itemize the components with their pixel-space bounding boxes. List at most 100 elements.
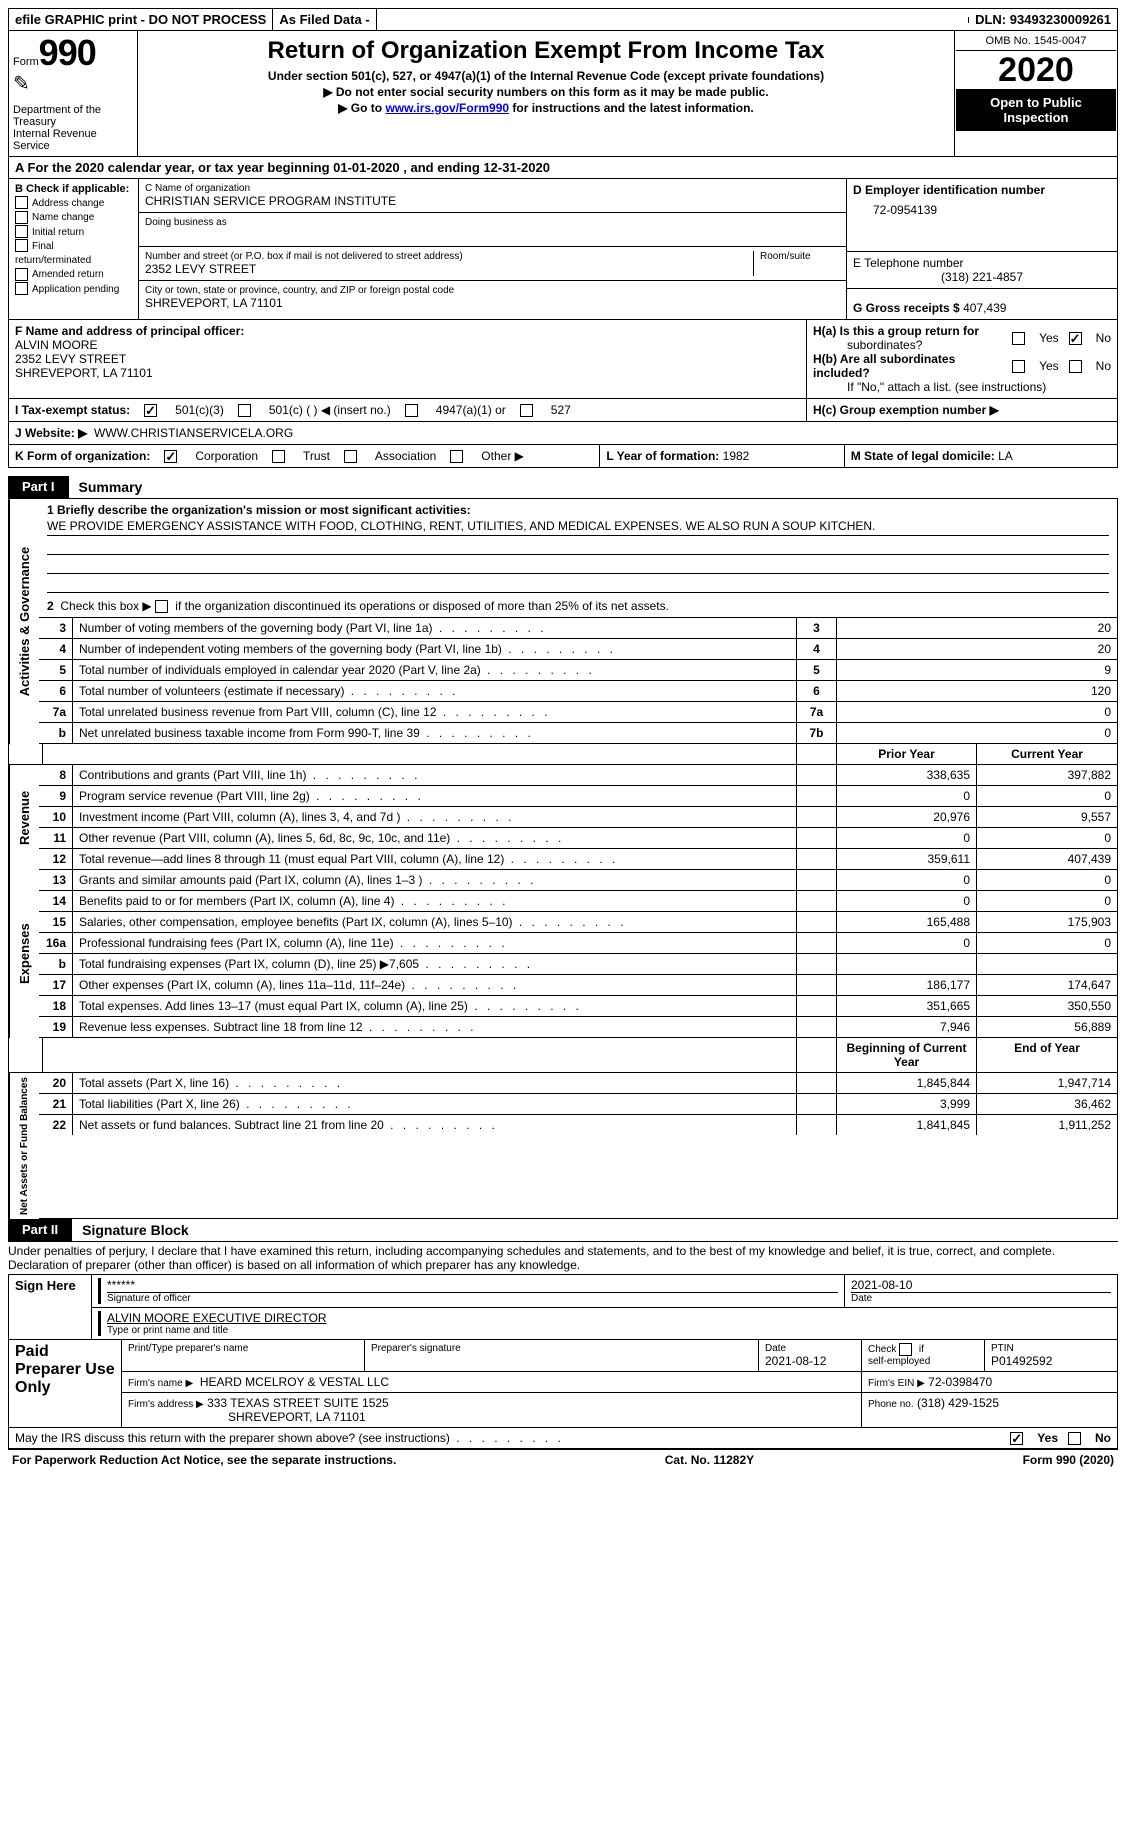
chk-hb-yes[interactable] — [1012, 360, 1025, 373]
line-curr: 407,439 — [977, 849, 1117, 869]
section-j: J Website: ▶ WWW.CHRISTIANSERVICELA.ORG — [9, 422, 1117, 444]
sig-date: 2021-08-10 — [851, 1278, 1111, 1292]
chk-discuss-yes[interactable] — [1010, 1432, 1023, 1445]
part-ii-label: Part II — [8, 1219, 72, 1241]
fh-block: F Name and address of principal officer:… — [8, 320, 1118, 445]
line-curr: 397,882 — [977, 765, 1117, 785]
lbl-initial: Initial return — [32, 227, 84, 238]
header-left: Form990 ✎ Department of the Treasury Int… — [9, 31, 138, 157]
sub3-pre: ▶ Go to — [338, 101, 385, 115]
m-label: M State of legal domicile: — [851, 449, 995, 463]
chk-discontinued[interactable] — [155, 600, 168, 613]
state-domicile: LA — [998, 449, 1013, 463]
line-text: Total number of volunteers (estimate if … — [73, 681, 797, 701]
ptin: P01492592 — [991, 1354, 1111, 1368]
line-num: 5 — [39, 660, 73, 680]
form-990: 990 — [39, 32, 96, 73]
section-a: A For the 2020 calendar year, or tax yea… — [8, 157, 1118, 179]
part-i-title: Summary — [69, 476, 153, 498]
c-street-label: Number and street (or P.O. box if mail i… — [145, 251, 753, 262]
chk-501c3[interactable] — [144, 404, 157, 417]
firm-ein: 72-0398470 — [928, 1375, 992, 1389]
lines-3-7: 3 Number of voting members of the govern… — [39, 618, 1118, 744]
line-code: 4 — [797, 639, 837, 659]
line-text: Total fundraising expenses (Part IX, col… — [73, 954, 797, 974]
firm-ein-label: Firm's EIN ▶ — [868, 1378, 925, 1389]
discuss-no: No — [1095, 1431, 1111, 1445]
line-val: 0 — [837, 723, 1117, 743]
line-code: 7b — [797, 723, 837, 743]
line-curr: 1,947,714 — [977, 1073, 1117, 1093]
expenses-sidelabel: Expenses — [9, 870, 39, 1038]
line-text: Grants and similar amounts paid (Part IX… — [73, 870, 797, 890]
netassets-lines: 20 Total assets (Part X, line 16) 1,845,… — [39, 1073, 1118, 1219]
chk-527[interactable] — [520, 404, 533, 417]
chk-hb-no[interactable] — [1069, 360, 1082, 373]
line-spacer — [797, 1094, 837, 1114]
chk-assoc[interactable] — [344, 450, 357, 463]
i-label: I Tax-exempt status: — [15, 403, 130, 417]
line-num: 14 — [39, 891, 73, 911]
chk-address-change[interactable] — [15, 196, 28, 209]
hdr-end: End of Year — [977, 1038, 1117, 1072]
sect-a-pre: A For the 2020 calendar year, or tax yea… — [15, 160, 333, 175]
sub3-post: for instructions and the latest informat… — [509, 101, 754, 115]
expenses-block: Expenses 13 Grants and similar amounts p… — [8, 870, 1118, 1038]
line-prior: 3,999 — [837, 1094, 977, 1114]
line-prior: 7,946 — [837, 1017, 977, 1037]
line-num: b — [39, 954, 73, 974]
line-spacer — [797, 1115, 837, 1135]
chk-amended[interactable] — [15, 268, 28, 281]
chk-self-employed[interactable] — [899, 1343, 912, 1356]
chk-501c[interactable] — [238, 404, 251, 417]
footer-mid: Cat. No. 11282Y — [665, 1453, 754, 1467]
chk-other[interactable] — [450, 450, 463, 463]
line-curr: 0 — [977, 786, 1117, 806]
chk-ha-no[interactable] — [1069, 332, 1082, 345]
chk-final[interactable] — [15, 239, 28, 252]
chk-pending[interactable] — [15, 282, 28, 295]
f-label: F Name and address of principal officer: — [15, 324, 800, 338]
lbl-amended: Amended return — [32, 269, 104, 280]
chk-corp[interactable] — [164, 450, 177, 463]
as-filed-label: As Filed Data - — [273, 9, 376, 30]
begin-end-header: Beginning of Current Year End of Year — [8, 1038, 1118, 1073]
ha-yes: Yes — [1039, 331, 1059, 345]
part-i: Part I Summary — [8, 476, 1118, 499]
form-title: Return of Organization Exempt From Incom… — [150, 37, 942, 65]
chk-trust[interactable] — [272, 450, 285, 463]
chk-ha-yes[interactable] — [1012, 332, 1025, 345]
sig-officer-label: Signature of officer — [107, 1292, 838, 1304]
line-num: 21 — [39, 1094, 73, 1114]
line-val: 0 — [837, 702, 1117, 722]
chk-4947[interactable] — [405, 404, 418, 417]
c-dba-label: Doing business as — [145, 217, 840, 228]
line-code: 5 — [797, 660, 837, 680]
line-num: 7a — [39, 702, 73, 722]
f-street: 2352 LEVY STREET — [15, 352, 800, 366]
line-text: Benefits paid to or for members (Part IX… — [73, 891, 797, 911]
part-i-label: Part I — [8, 476, 69, 498]
chk-initial[interactable] — [15, 225, 28, 238]
c-city-label: City or town, state or province, country… — [145, 285, 840, 296]
line-num: 13 — [39, 870, 73, 890]
irs-link[interactable]: www.irs.gov/Form990 — [385, 101, 509, 115]
b-header: B Check if applicable: — [15, 183, 132, 195]
omb-number: OMB No. 1545-0047 — [956, 32, 1116, 51]
dept-line2: Treasury — [13, 116, 133, 128]
chk-name-change[interactable] — [15, 211, 28, 224]
section-f: F Name and address of principal officer:… — [9, 320, 807, 398]
line-curr: 0 — [977, 828, 1117, 848]
lbl-pending: Application pending — [32, 284, 119, 295]
l-label: L Year of formation: — [606, 449, 719, 463]
perjury-text: Under penalties of perjury, I declare th… — [8, 1242, 1118, 1274]
ha-label: H(a) Is this a group return for — [813, 324, 979, 338]
line-val: 20 — [837, 618, 1117, 638]
lbl-name-change: Name change — [32, 212, 94, 223]
line-code: 3 — [797, 618, 837, 638]
name-title-label: Type or print name and title — [107, 1325, 1111, 1336]
blank-line-3 — [47, 576, 1109, 593]
activities-block: Activities & Governance 1 Briefly descri… — [8, 499, 1118, 744]
chk-discuss-no[interactable] — [1068, 1432, 1081, 1445]
hdr-curr: Current Year — [977, 744, 1117, 764]
